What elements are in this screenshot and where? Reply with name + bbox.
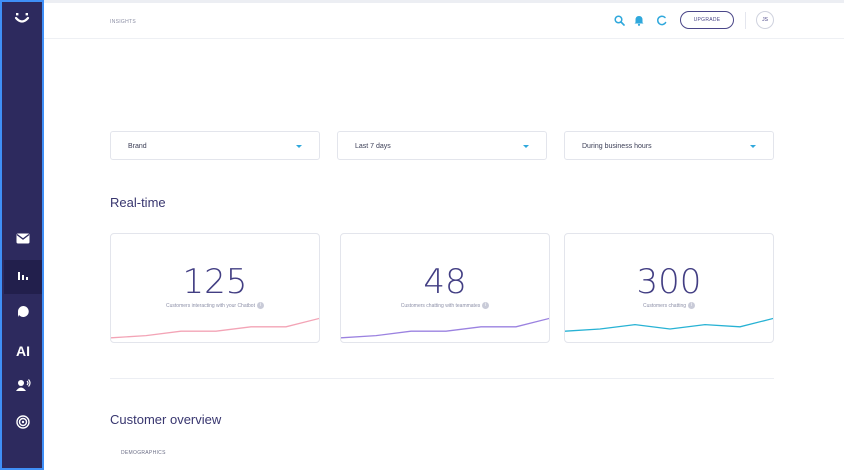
chevron-down-icon xyxy=(750,145,756,148)
ai-icon: AI xyxy=(16,343,30,359)
info-icon[interactable]: i xyxy=(688,302,696,309)
metric-caption-text: Customers interacting with your Chatbot xyxy=(166,302,255,309)
sidebar-item-contacts[interactable] xyxy=(4,370,42,404)
metric-value: 125 xyxy=(182,262,248,302)
chevron-down-icon xyxy=(523,145,529,148)
sparkline xyxy=(565,317,773,332)
metric-caption-text: Customers chatting xyxy=(642,302,687,309)
section-title-realtime: Real-time xyxy=(110,195,166,210)
sparkline xyxy=(111,317,319,339)
brand-logo-icon[interactable] xyxy=(13,10,31,28)
dropdown-label: During business hours xyxy=(582,143,652,150)
target-icon xyxy=(16,414,30,434)
search-icon[interactable] xyxy=(612,13,626,27)
date-range-dropdown[interactable]: Last 7 days xyxy=(337,131,547,160)
sidebar-item-inbox[interactable] xyxy=(4,223,42,257)
brand-filter-dropdown[interactable]: Brand xyxy=(110,131,320,160)
tab-demographics[interactable]: DEMOGRAPHICS xyxy=(121,450,166,456)
metric-value: 300 xyxy=(636,262,702,302)
contacts-icon xyxy=(15,378,31,396)
top-border xyxy=(0,0,844,3)
sidebar-item-insights[interactable] xyxy=(4,260,42,294)
metric-value: 48 xyxy=(423,262,467,302)
info-icon[interactable]: i xyxy=(256,302,264,309)
dropdown-label: Brand xyxy=(128,143,147,150)
sparkline-series xyxy=(111,317,319,339)
bar-chart-icon xyxy=(17,268,29,286)
sidebar-item-chat[interactable] xyxy=(4,297,42,331)
breadcrumb[interactable]: INSIGHTS xyxy=(110,19,137,25)
loading-spinner-icon xyxy=(654,13,668,27)
section-title-overview: Customer overview xyxy=(110,412,222,427)
sparkline-series xyxy=(565,317,773,332)
metric-card-chatbot[interactable]: 125 Customers interacting with your Chat… xyxy=(110,233,320,343)
upgrade-button[interactable]: UPGRADE xyxy=(680,11,734,29)
header-divider xyxy=(745,12,746,29)
metric-caption: Customers chatting with teammates i xyxy=(341,302,549,309)
metric-caption-text: Customers chatting with teammates xyxy=(400,302,481,309)
bell-icon[interactable] xyxy=(632,13,646,27)
metric-caption: Customers chatting i xyxy=(565,302,773,309)
mail-icon xyxy=(16,231,30,249)
metric-card-chatting[interactable]: 300 Customers chatting i xyxy=(564,233,774,343)
metric-card-teammates[interactable]: 48 Customers chatting with teammates i xyxy=(340,233,550,343)
chevron-down-icon xyxy=(296,145,302,148)
chat-bubble-icon xyxy=(17,305,30,323)
sidebar-item-target[interactable] xyxy=(4,407,42,441)
section-divider xyxy=(110,378,774,379)
avatar[interactable]: JS xyxy=(756,11,774,29)
metric-caption: Customers interacting with your Chatbot i xyxy=(111,302,319,309)
sparkline-series xyxy=(341,317,549,339)
sidebar: AI xyxy=(0,0,44,470)
info-icon[interactable]: i xyxy=(482,302,490,309)
dropdown-label: Last 7 days xyxy=(355,143,391,150)
sparkline xyxy=(341,317,549,339)
sidebar-item-ai[interactable]: AI xyxy=(4,334,42,368)
top-header: INSIGHTS UPGRADE JS xyxy=(44,3,844,39)
hours-filter-dropdown[interactable]: During business hours xyxy=(564,131,774,160)
